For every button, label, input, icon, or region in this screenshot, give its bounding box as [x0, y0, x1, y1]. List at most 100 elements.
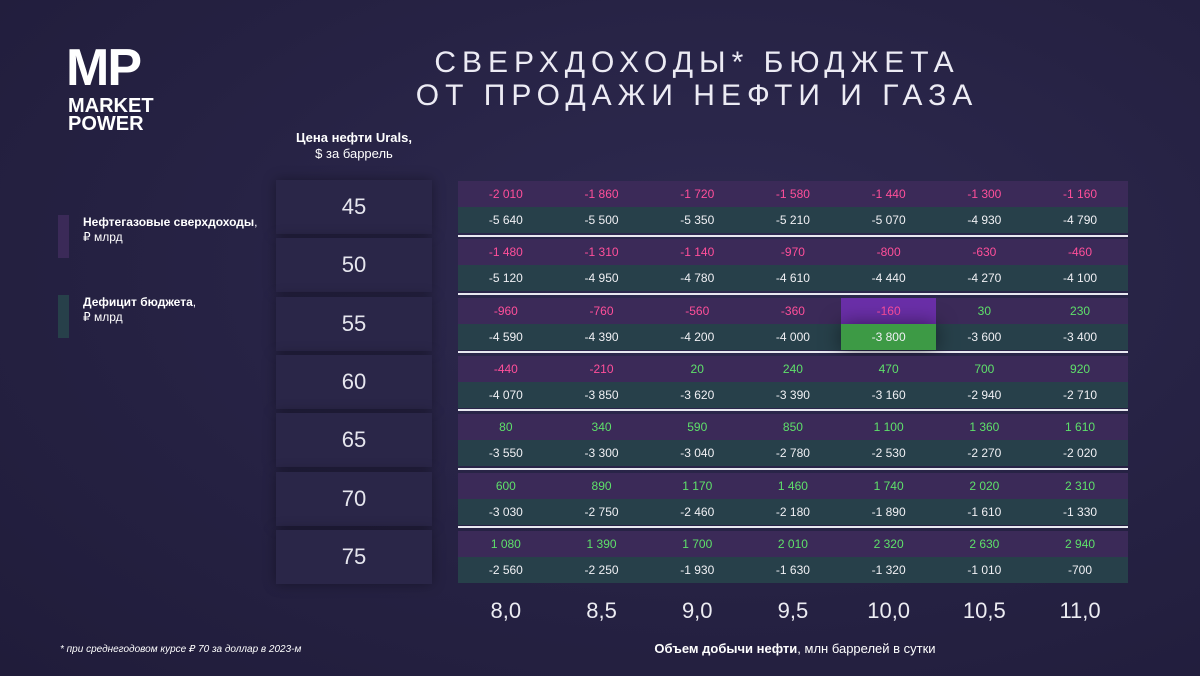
excess-value: -800 [876, 245, 901, 260]
excess-value: 850 [782, 420, 803, 435]
excess-value: 340 [591, 420, 612, 435]
deficit-value: -3 620 [680, 387, 715, 402]
row-separator [458, 351, 1128, 354]
deficit-value: -2 180 [775, 504, 810, 519]
deficit-value: -4 930 [967, 213, 1002, 227]
volume-label: 8,5 [586, 598, 617, 623]
row-header: Цена нефти Urals, $ за баррель [276, 130, 432, 162]
deficit-value: -5 500 [584, 213, 619, 227]
deficit-value: -4 440 [871, 271, 906, 286]
deficit-value: -3 800 [840, 323, 937, 350]
deficit-value: -4 780 [680, 271, 715, 286]
deficit-value: -4 070 [488, 387, 523, 402]
volume-label: 8,0 [490, 598, 522, 623]
excess-value: 230 [1070, 303, 1091, 318]
price-cell: 65 [276, 413, 432, 468]
excess-value: -970 [780, 245, 805, 260]
excess-value: 2 320 [873, 536, 904, 551]
excess-value: 2 010 [777, 536, 808, 551]
deficit-value: -3 300 [584, 446, 619, 461]
deficit-value: -5 210 [775, 213, 810, 227]
excess-value: -1 480 [488, 245, 523, 260]
footnote: * при среднегодовом курсе ₽ 70 за доллар… [60, 644, 302, 655]
deficit-value: -2 530 [871, 446, 906, 461]
row-separator [458, 467, 1128, 470]
x-label: Объем добычи нефти, млн баррелей в сутки [460, 641, 1130, 656]
excess-value: 2 940 [1065, 536, 1096, 551]
deficit-value: -2 250 [584, 562, 619, 577]
excess-value: 1 360 [969, 420, 1000, 435]
deficit-value: -3 550 [488, 446, 523, 461]
excess-value: 1 460 [777, 478, 808, 493]
deficit-band [458, 498, 1128, 525]
row-separator [458, 409, 1128, 412]
excess-value: 1 080 [490, 536, 521, 551]
excess-value: -560 [685, 303, 710, 318]
excess-value: 1 100 [873, 420, 904, 435]
excess-value: 1 170 [682, 478, 713, 493]
legend-swatch [58, 295, 69, 338]
excess-value: -460 [1068, 245, 1093, 260]
deficit-value: -4 950 [584, 271, 619, 286]
volume-label: 10,5 [962, 598, 1006, 623]
excess-value: -360 [780, 303, 805, 318]
deficit-band [458, 556, 1128, 583]
legend-sep: , [254, 215, 258, 229]
row-separator [458, 526, 1128, 528]
deficit-value: -4 000 [775, 329, 810, 344]
row-header-title: Цена нефти Urals, [296, 130, 412, 145]
deficit-value: -2 560 [488, 562, 523, 577]
deficit-value: -1 010 [967, 562, 1002, 577]
deficit-value: -2 270 [967, 446, 1002, 461]
deficit-value: -1 610 [967, 504, 1002, 519]
x-label-bold: Объем добычи нефти [654, 641, 798, 656]
excess-value: 470 [878, 361, 899, 376]
excess-value: 20 [690, 361, 704, 376]
deficit-value: -1 330 [1063, 504, 1098, 519]
excess-value: 1 610 [1065, 420, 1096, 435]
excess-value: 2 630 [969, 536, 1000, 551]
excess-value: 2 310 [1065, 478, 1096, 493]
deficit-value: -4 200 [680, 329, 715, 344]
excess-value: -1 580 [775, 187, 810, 201]
excess-value: -2 010 [488, 187, 523, 201]
deficit-value: -3 040 [680, 446, 715, 461]
logo-text: MARKET POWER [68, 96, 154, 134]
excess-band [458, 181, 1128, 207]
excess-band [458, 355, 1128, 382]
excess-band [458, 530, 1128, 557]
deficit-band [458, 440, 1128, 467]
deficit-value: -3 600 [967, 329, 1002, 344]
excess-value: 600 [495, 478, 516, 493]
excess-value: 80 [499, 420, 513, 435]
excess-value: 240 [782, 361, 803, 376]
deficit-value: -3 850 [584, 387, 619, 402]
excess-band [458, 472, 1128, 499]
deficit-value: -3 030 [488, 504, 523, 519]
deficit-value: -4 790 [1063, 213, 1098, 227]
deficit-value: -5 120 [488, 271, 523, 286]
deficit-value: -4 100 [1063, 271, 1098, 286]
price-cell: 60 [276, 354, 432, 409]
deficit-value: -2 940 [967, 387, 1002, 402]
legend-label: Нефтегазовые сверхдоходы [83, 215, 255, 229]
row-separator [458, 234, 1128, 237]
excess-value: -960 [493, 303, 518, 318]
deficit-value: -1 890 [871, 504, 906, 519]
volume-label: 11,0 [1059, 598, 1101, 623]
deficit-value: -1 930 [680, 562, 715, 577]
excess-value: -1 720 [680, 187, 715, 201]
deficit-value: -700 [1068, 562, 1093, 577]
excess-band [458, 414, 1128, 441]
excess-band [458, 297, 1128, 324]
legend-swatch [58, 215, 69, 258]
x-label-rest: , млн баррелей в сутки [797, 641, 936, 656]
legend-sep: , [192, 295, 197, 309]
excess-value: 700 [974, 361, 995, 376]
excess-value: -1 140 [680, 245, 715, 260]
deficit-value: -2 020 [1063, 446, 1098, 461]
title-line: СВЕРХДОХОДЫ* БЮДЖЕТА [434, 46, 960, 79]
deficit-band [458, 207, 1128, 233]
deficit-value: -2 710 [1063, 387, 1098, 402]
